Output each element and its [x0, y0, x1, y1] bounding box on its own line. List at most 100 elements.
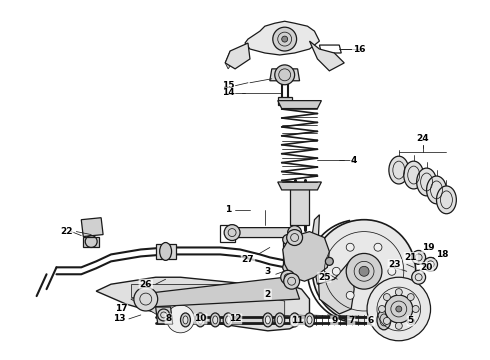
Text: 22: 22	[60, 227, 73, 236]
Circle shape	[374, 291, 382, 299]
Text: 13: 13	[113, 314, 125, 323]
Text: 23: 23	[389, 260, 401, 269]
Text: 11: 11	[292, 316, 304, 325]
Polygon shape	[156, 244, 175, 260]
Circle shape	[282, 36, 288, 42]
Text: 25: 25	[318, 273, 331, 282]
Ellipse shape	[416, 168, 437, 196]
Text: 26: 26	[140, 280, 152, 289]
Polygon shape	[225, 51, 235, 69]
Polygon shape	[310, 41, 344, 71]
Ellipse shape	[427, 176, 446, 204]
Ellipse shape	[389, 156, 409, 184]
Circle shape	[325, 257, 333, 265]
Circle shape	[407, 318, 414, 324]
Polygon shape	[283, 238, 293, 269]
Circle shape	[374, 243, 382, 251]
Polygon shape	[290, 188, 310, 225]
Ellipse shape	[213, 316, 218, 324]
Text: 6: 6	[368, 316, 374, 325]
Polygon shape	[312, 215, 354, 314]
Polygon shape	[245, 21, 319, 55]
Ellipse shape	[160, 243, 172, 260]
Ellipse shape	[377, 310, 391, 330]
Text: 4: 4	[351, 156, 357, 165]
Polygon shape	[278, 96, 292, 105]
Text: 5: 5	[408, 316, 414, 325]
Text: 10: 10	[194, 314, 206, 323]
Polygon shape	[283, 231, 329, 281]
Circle shape	[288, 226, 301, 239]
Circle shape	[167, 305, 195, 333]
Circle shape	[346, 253, 382, 289]
Polygon shape	[278, 100, 321, 109]
Text: 18: 18	[436, 250, 449, 259]
Circle shape	[385, 295, 413, 323]
Circle shape	[367, 277, 431, 341]
Circle shape	[383, 318, 391, 324]
Ellipse shape	[183, 316, 188, 324]
Text: 19: 19	[422, 243, 435, 252]
Polygon shape	[96, 277, 310, 331]
Circle shape	[158, 309, 170, 321]
Text: 7: 7	[348, 316, 354, 325]
Circle shape	[378, 306, 386, 312]
Circle shape	[273, 27, 296, 51]
Ellipse shape	[180, 313, 191, 327]
Circle shape	[275, 65, 294, 85]
Text: 14: 14	[222, 88, 234, 97]
Ellipse shape	[198, 316, 203, 324]
Circle shape	[283, 235, 293, 244]
Ellipse shape	[290, 313, 299, 327]
Text: 1: 1	[225, 205, 231, 214]
Text: 16: 16	[353, 45, 366, 54]
Circle shape	[395, 323, 402, 329]
Text: 3: 3	[265, 267, 271, 276]
Ellipse shape	[223, 313, 233, 327]
Text: 2: 2	[265, 289, 271, 298]
Text: 21: 21	[404, 253, 417, 262]
Circle shape	[388, 267, 396, 275]
Ellipse shape	[404, 161, 424, 189]
Ellipse shape	[292, 316, 297, 324]
Polygon shape	[83, 237, 99, 247]
Polygon shape	[131, 292, 285, 324]
Polygon shape	[141, 277, 299, 307]
Ellipse shape	[275, 313, 285, 327]
Circle shape	[383, 294, 391, 301]
Circle shape	[424, 257, 438, 271]
Polygon shape	[270, 69, 299, 81]
Polygon shape	[131, 284, 290, 297]
Circle shape	[332, 267, 340, 275]
Ellipse shape	[277, 316, 282, 324]
Polygon shape	[225, 43, 250, 69]
Polygon shape	[156, 307, 172, 324]
Text: 20: 20	[420, 263, 433, 272]
Circle shape	[412, 270, 426, 284]
Circle shape	[224, 225, 240, 240]
Ellipse shape	[437, 186, 456, 214]
Ellipse shape	[210, 313, 220, 327]
Text: 24: 24	[416, 134, 429, 143]
Ellipse shape	[263, 313, 273, 327]
Circle shape	[346, 291, 354, 299]
Circle shape	[412, 251, 426, 264]
Circle shape	[134, 287, 158, 311]
Circle shape	[359, 266, 369, 276]
Circle shape	[287, 230, 302, 246]
Polygon shape	[81, 218, 103, 237]
Circle shape	[284, 273, 299, 289]
Circle shape	[281, 270, 294, 284]
Ellipse shape	[226, 316, 231, 324]
Circle shape	[396, 306, 402, 312]
Circle shape	[412, 306, 419, 312]
Text: 12: 12	[229, 314, 242, 323]
Ellipse shape	[307, 316, 312, 324]
Circle shape	[313, 220, 416, 323]
Circle shape	[395, 289, 402, 296]
Circle shape	[346, 243, 354, 251]
Text: 15: 15	[222, 81, 234, 90]
Ellipse shape	[196, 313, 205, 327]
Circle shape	[407, 294, 414, 301]
Text: 17: 17	[115, 305, 127, 314]
